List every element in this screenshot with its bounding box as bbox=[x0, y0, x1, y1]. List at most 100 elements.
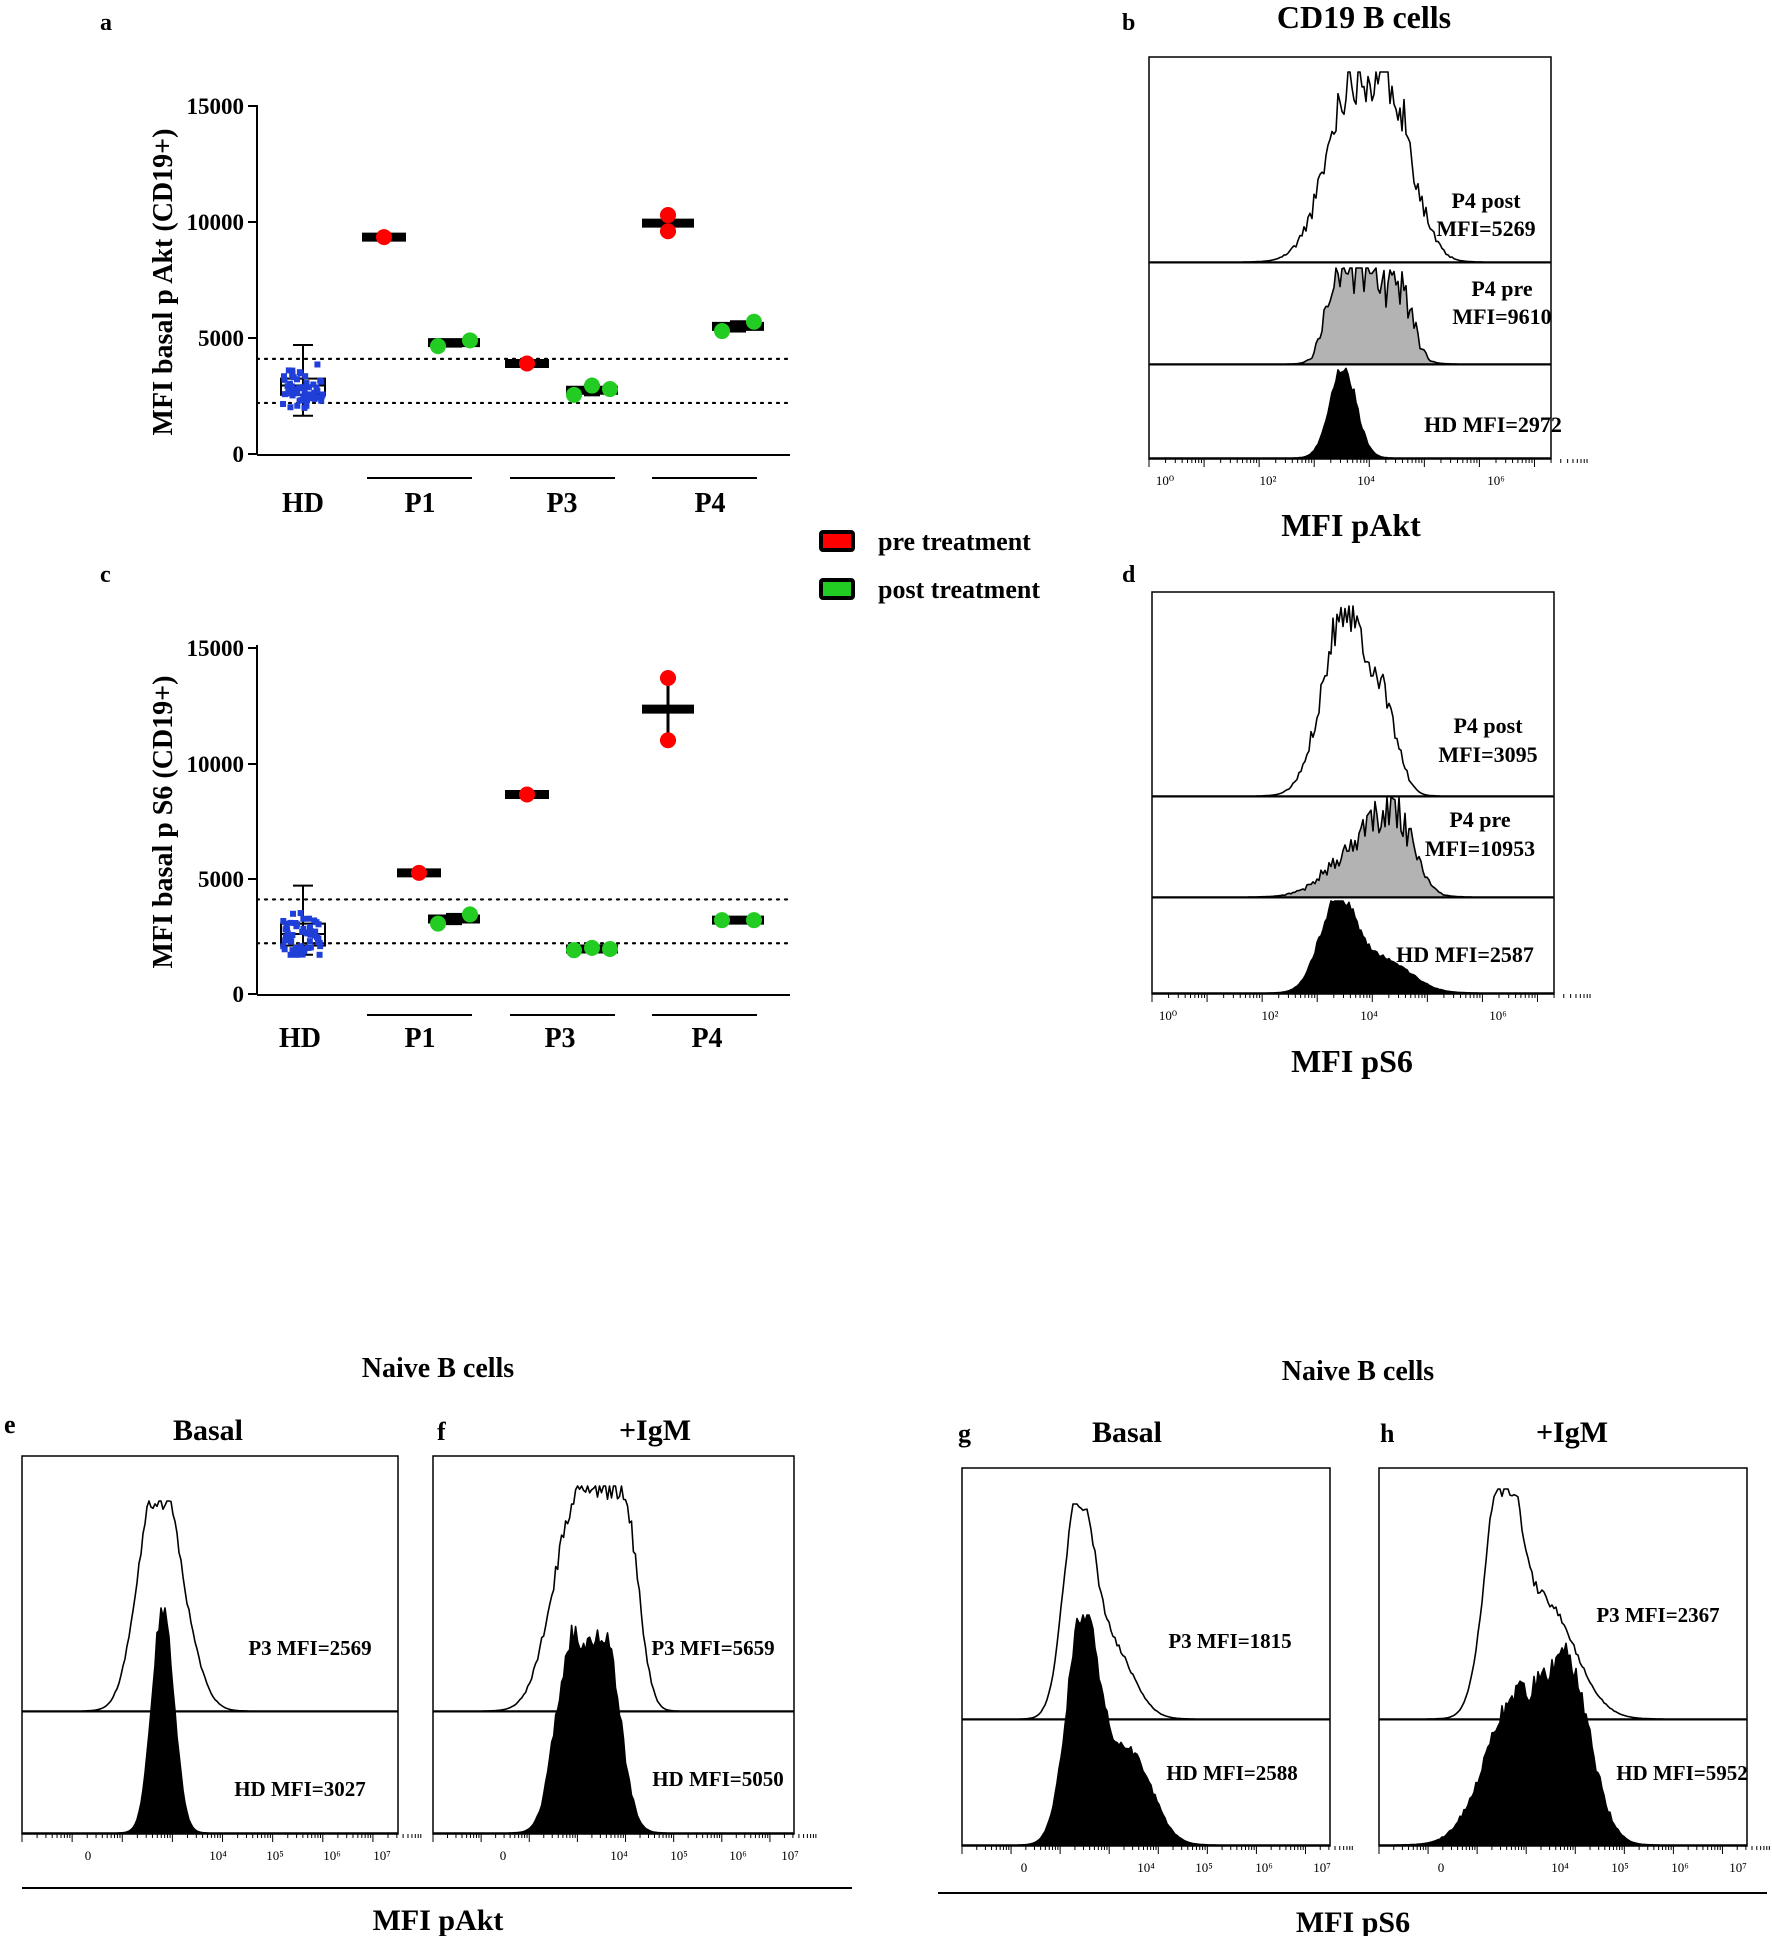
post-point-c bbox=[602, 941, 618, 958]
hd-point-c bbox=[300, 925, 307, 932]
histogram-f-p3 bbox=[433, 1485, 794, 1712]
hist-label-h-hd: HD MFI=5952 bbox=[1616, 1761, 1748, 1785]
hd-point-a bbox=[315, 394, 322, 401]
hd-point-a bbox=[290, 386, 297, 393]
hd-point-c bbox=[281, 946, 288, 953]
hd-point-c bbox=[294, 951, 301, 958]
plot-marks-c bbox=[255, 669, 792, 959]
xtick-label: 10⁵ bbox=[266, 1848, 284, 1863]
post-point-a bbox=[602, 381, 618, 398]
panel-d: d P4 post MFI=3095 P4 pre MFI=10953 HD M… bbox=[1122, 562, 1591, 1079]
panel-letter-a: a bbox=[100, 10, 112, 36]
xtick-label: 0 bbox=[85, 1848, 92, 1863]
xlabel-b: MFI pAkt bbox=[1281, 507, 1421, 543]
panel-letter-f: f bbox=[437, 1417, 446, 1446]
group-label-a: P1 bbox=[404, 488, 435, 519]
hist-label-b-hd: HD MFI=2972 bbox=[1424, 412, 1562, 437]
xlabel-right: MFI pS6 bbox=[1296, 1906, 1410, 1936]
frame-g bbox=[961, 1467, 1331, 1847]
post-point-c bbox=[566, 942, 582, 959]
hd-point-c bbox=[307, 931, 314, 938]
histogram-h-hd bbox=[1379, 1642, 1747, 1846]
hd-point-a bbox=[311, 395, 318, 402]
xtick-label: 10⁶ bbox=[323, 1848, 341, 1863]
hd-point-c bbox=[282, 937, 289, 944]
hd-point-a bbox=[280, 401, 287, 408]
hd-point-c bbox=[280, 943, 287, 950]
xtick-label: 10² bbox=[1262, 1008, 1279, 1023]
title-e: Basal bbox=[173, 1414, 243, 1447]
hd-point-c bbox=[287, 919, 294, 926]
hd-point-c bbox=[284, 926, 291, 933]
hd-point-c bbox=[283, 920, 290, 927]
frame-f bbox=[432, 1455, 795, 1835]
xtick-label: 10⁴ bbox=[1137, 1860, 1155, 1875]
panel-b: b CD19 B cells P4 post MFI=5269 P4 pre M… bbox=[1122, 0, 1588, 543]
frame-b bbox=[1148, 56, 1552, 460]
hd-point-c bbox=[289, 947, 296, 954]
panel-letter-c: c bbox=[100, 562, 111, 588]
post-point-c bbox=[462, 906, 478, 923]
post-point-a bbox=[430, 338, 446, 355]
histograms-g bbox=[962, 1503, 1330, 1846]
hd-point-c bbox=[300, 915, 307, 922]
xtick-label: 0 bbox=[1021, 1860, 1028, 1875]
hd-point-c bbox=[306, 938, 313, 945]
xtick-label: 0 bbox=[1438, 1860, 1445, 1875]
title-h: +IgM bbox=[1536, 1416, 1608, 1449]
hd-point-a bbox=[311, 390, 318, 397]
hist-label-d-pre-1: P4 pre bbox=[1449, 807, 1511, 832]
hd-point-a bbox=[296, 385, 303, 392]
hist-label-b-pre-2: MFI=9610 bbox=[1452, 304, 1551, 329]
xtick-label: 10⁴ bbox=[1551, 1860, 1569, 1875]
hist-label-d-post-1: P4 post bbox=[1453, 713, 1523, 738]
pre-point-c bbox=[519, 786, 535, 803]
xticks-d: 10⁰ 10² 10⁴ 10⁶ bbox=[1151, 994, 1591, 1023]
panel-letter-e: e bbox=[4, 1410, 16, 1439]
hd-point-c bbox=[280, 918, 287, 925]
group-label-a: HD bbox=[282, 488, 324, 519]
xtick-label: 10⁴ bbox=[209, 1848, 227, 1863]
hist-label-g-hd: HD MFI=2588 bbox=[1166, 1761, 1298, 1785]
naive-title-right: Naive B cells bbox=[1282, 1356, 1435, 1387]
pre-point-a bbox=[519, 355, 535, 372]
histogram-d-p4-pre bbox=[1152, 796, 1554, 898]
hd-point-c bbox=[304, 945, 311, 952]
hd-point-a bbox=[298, 397, 305, 404]
xticks-b: 10⁰ 10² 10⁴ 10⁶ bbox=[1148, 459, 1588, 488]
xtick-label: 10⁷ bbox=[781, 1848, 799, 1863]
xtick-label: 10⁷ bbox=[1729, 1860, 1747, 1875]
hd-point-a bbox=[285, 367, 292, 374]
histograms-e bbox=[22, 1500, 398, 1834]
histograms-d bbox=[1152, 605, 1554, 994]
hd-point-a bbox=[305, 384, 312, 391]
xtick-label: 10⁶ bbox=[1489, 1008, 1507, 1023]
title-f: +IgM bbox=[619, 1414, 691, 1447]
hd-point-a bbox=[294, 376, 301, 383]
pre-point-c bbox=[660, 669, 676, 686]
hd-point-a bbox=[281, 376, 288, 383]
panel-letter-h: h bbox=[1380, 1419, 1395, 1448]
hd-point-c bbox=[312, 928, 319, 935]
hist-label-b-pre-1: P4 pre bbox=[1471, 276, 1533, 301]
hist-label-g-p3: P3 MFI=1815 bbox=[1168, 1629, 1291, 1653]
hist-label-e-p3: P3 MFI=2569 bbox=[248, 1636, 371, 1660]
hist-label-b-post-1: P4 post bbox=[1451, 188, 1521, 213]
ylabel-a: MFI basal p Akt (CD19+) bbox=[148, 129, 179, 436]
pre-point-a bbox=[660, 207, 676, 224]
hd-point-a bbox=[291, 390, 298, 397]
hd-point-a bbox=[294, 390, 301, 397]
hd-point-a bbox=[304, 397, 311, 404]
hd-point-a bbox=[319, 391, 326, 398]
xtick-label: 10⁴ bbox=[610, 1848, 628, 1863]
xtick-label: 10⁰ bbox=[1159, 1008, 1177, 1023]
xtick-label: 10⁵ bbox=[670, 1848, 688, 1863]
hd-point-c bbox=[301, 945, 308, 952]
hd-point-c bbox=[307, 927, 314, 934]
hd-point-a bbox=[302, 373, 309, 380]
frame-h bbox=[1378, 1467, 1748, 1847]
post-point-a bbox=[714, 323, 730, 340]
histogram-b-p4-pre bbox=[1149, 267, 1551, 365]
hist-label-d-post-2: MFI=3095 bbox=[1438, 742, 1537, 767]
frame-d bbox=[1151, 591, 1555, 995]
